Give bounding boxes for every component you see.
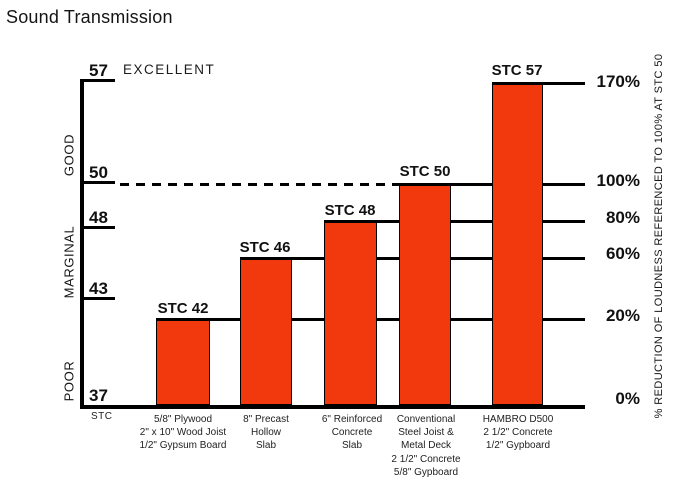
gridline-80pct [324,220,585,223]
category-label-steel-joist-metal-deck: Conventional Steel Joist & Metal Deck 2 … [391,414,461,478]
right-tick-label-100: 100% [596,171,640,190]
right-tick-label-60: 60% [605,244,640,263]
left-axis-unit-label: STC [91,411,113,422]
left-tick-label-57: 57 [89,61,108,80]
category-label-reinforced-concrete-slab: 6" Reinforced Concrete Slab [321,414,383,452]
stc50-dashed-reference-line [120,183,399,186]
right-tick-label-80: 80% [605,208,640,227]
bar-stc-57 [492,82,543,405]
category-label-precast-hollow-slab: 8" Precast Hollow Slab [243,414,289,452]
left-tick-label-48: 48 [89,208,108,227]
category-label-plywood-wood-joist: 5/8" Plywood 2" x 10" Wood Joist 1/2" Gy… [139,414,227,452]
left-tick-label-37: 37 [89,386,108,405]
left-tick-57 [80,79,115,82]
page-title: Sound Transmission [6,7,173,27]
bar-value-label: STC 46 [239,239,291,256]
left-tick-label-50: 50 [89,163,108,182]
bar-stc-50 [399,183,451,405]
bar-value-label: STC 50 [399,163,451,180]
right-tick-label-0: 0% [615,389,640,408]
bar-value-label: STC 57 [491,62,543,79]
left-tick-label-43: 43 [89,279,108,298]
left-axis-line [80,79,84,409]
bar-value-label: STC 42 [157,300,209,317]
x-axis-baseline [80,405,585,409]
bar-value-label: STC 48 [324,202,376,219]
bar-stc-48 [324,220,377,405]
left-tick-50 [80,181,115,184]
bar-stc-42 [156,318,210,405]
bar-stc-46 [240,257,292,405]
left-tick-43 [80,297,115,300]
left-tick-48 [80,226,115,229]
right-tick-label-20: 20% [605,306,640,325]
zone-label-excellent: EXCELLENT [123,62,216,77]
category-label-hambro-d500: HAMBRO D500 2 1/2" Concrete 1/2" Gypboar… [482,414,554,452]
right-tick-label-170: 170% [596,72,640,91]
